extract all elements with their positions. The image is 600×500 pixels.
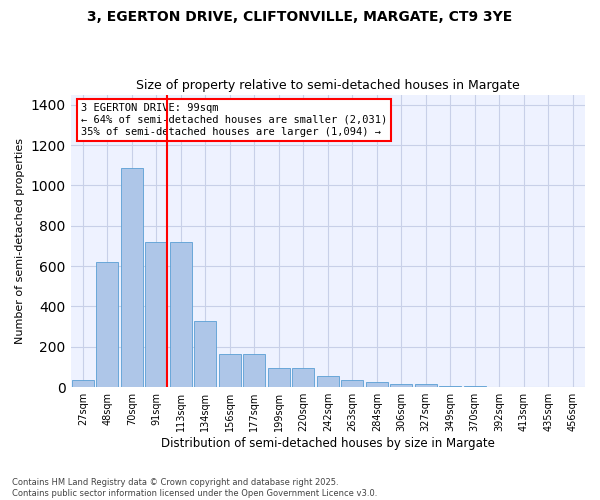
Text: Contains HM Land Registry data © Crown copyright and database right 2025.
Contai: Contains HM Land Registry data © Crown c… (12, 478, 377, 498)
Bar (439, 386, 461, 387)
Bar (72, 380, 94, 387)
Text: 3, EGERTON DRIVE, CLIFTONVILLE, MARGATE, CT9 3YE: 3, EGERTON DRIVE, CLIFTONVILLE, MARGATE,… (88, 10, 512, 24)
Bar (170, 242, 192, 387)
Bar (341, 380, 363, 387)
Bar (121, 168, 143, 387)
Bar (145, 242, 167, 387)
Bar (366, 382, 388, 387)
Bar (488, 386, 510, 387)
Bar (268, 368, 290, 387)
Bar (464, 386, 486, 387)
X-axis label: Distribution of semi-detached houses by size in Margate: Distribution of semi-detached houses by … (161, 437, 495, 450)
Bar (194, 320, 217, 387)
Title: Size of property relative to semi-detached houses in Margate: Size of property relative to semi-detach… (136, 79, 520, 92)
Bar (219, 354, 241, 387)
Y-axis label: Number of semi-detached properties: Number of semi-detached properties (15, 138, 25, 344)
Bar (415, 384, 437, 387)
Bar (243, 354, 265, 387)
Bar (292, 368, 314, 387)
Bar (390, 384, 412, 387)
Bar (96, 262, 118, 387)
Bar (317, 376, 339, 387)
Text: 3 EGERTON DRIVE: 99sqm
← 64% of semi-detached houses are smaller (2,031)
35% of : 3 EGERTON DRIVE: 99sqm ← 64% of semi-det… (81, 104, 387, 136)
